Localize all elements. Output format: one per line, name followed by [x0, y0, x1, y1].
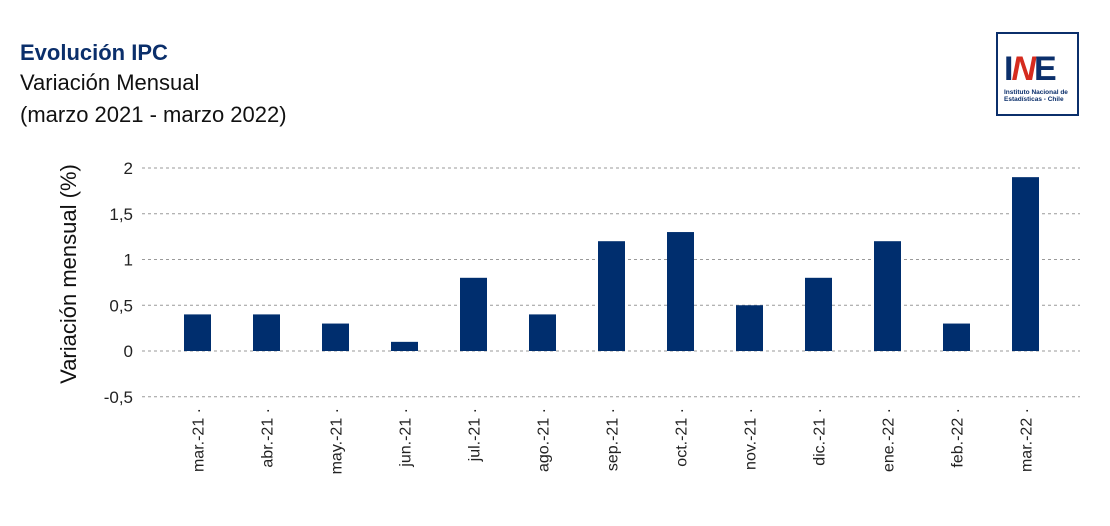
bar: [529, 314, 556, 351]
bar: [460, 277, 487, 351]
bar: [253, 314, 280, 351]
bar: [736, 305, 763, 351]
chart-period: (marzo 2021 - marzo 2022): [20, 102, 287, 127]
bar: [667, 232, 694, 351]
x-tick-label: oct.-21 ·: [674, 408, 691, 467]
x-tick-label: mar.-21 ·: [191, 408, 208, 472]
bar: [805, 277, 832, 351]
x-tick-label: ene.-22 ·: [881, 408, 898, 472]
bar: [1012, 177, 1039, 351]
y-tick-label: 0: [124, 342, 133, 361]
y-axis-label: Variación mensual (%): [56, 164, 81, 384]
x-tick-label: jul.-21 ·: [467, 408, 484, 462]
x-tick-label: sep.-21 ·: [605, 408, 622, 471]
x-tick-label: abr.-21 ·: [260, 408, 277, 468]
y-tick-label: 0,5: [109, 296, 133, 315]
x-tick-label: mar.-22 ·: [1019, 408, 1036, 472]
logo-mark-i: I: [1004, 50, 1014, 88]
ine-logo-mark: INE: [1004, 50, 1057, 89]
x-tick-label: ago.-21 ·: [536, 408, 553, 472]
x-tick-label: dic.-21 ·: [812, 408, 829, 466]
y-tick-label: 1: [124, 251, 133, 270]
bar: [943, 323, 970, 351]
logo-line-2: Estadísticas - Chile: [1004, 96, 1064, 103]
y-tick-label: 2: [124, 159, 133, 178]
bar: [874, 241, 901, 351]
bar: [391, 341, 418, 351]
y-tick-label: 1,5: [109, 205, 133, 224]
bar: [184, 314, 211, 351]
x-tick-label: nov.-21 ·: [743, 408, 760, 470]
x-tick-label: jun.-21 ·: [398, 408, 415, 468]
bar: [322, 323, 349, 351]
ine-logo: INE Instituto Nacional de Estadísticas -…: [996, 32, 1079, 116]
y-tick-label: -0,5: [104, 388, 133, 407]
logo-line-1: Instituto Nacional de: [1004, 89, 1068, 96]
logo-mark-n: N: [1011, 50, 1036, 88]
ine-logo-text: Instituto Nacional de Estadísticas - Chi…: [1004, 89, 1068, 103]
bar: [598, 241, 625, 351]
logo-mark-e: E: [1034, 50, 1057, 88]
chart-title: Evolución IPC: [20, 40, 168, 65]
x-tick-label: may.-21 ·: [329, 408, 346, 474]
x-tick-label: feb.-22 ·: [950, 408, 967, 468]
chart-subtitle: Variación Mensual: [20, 70, 200, 95]
